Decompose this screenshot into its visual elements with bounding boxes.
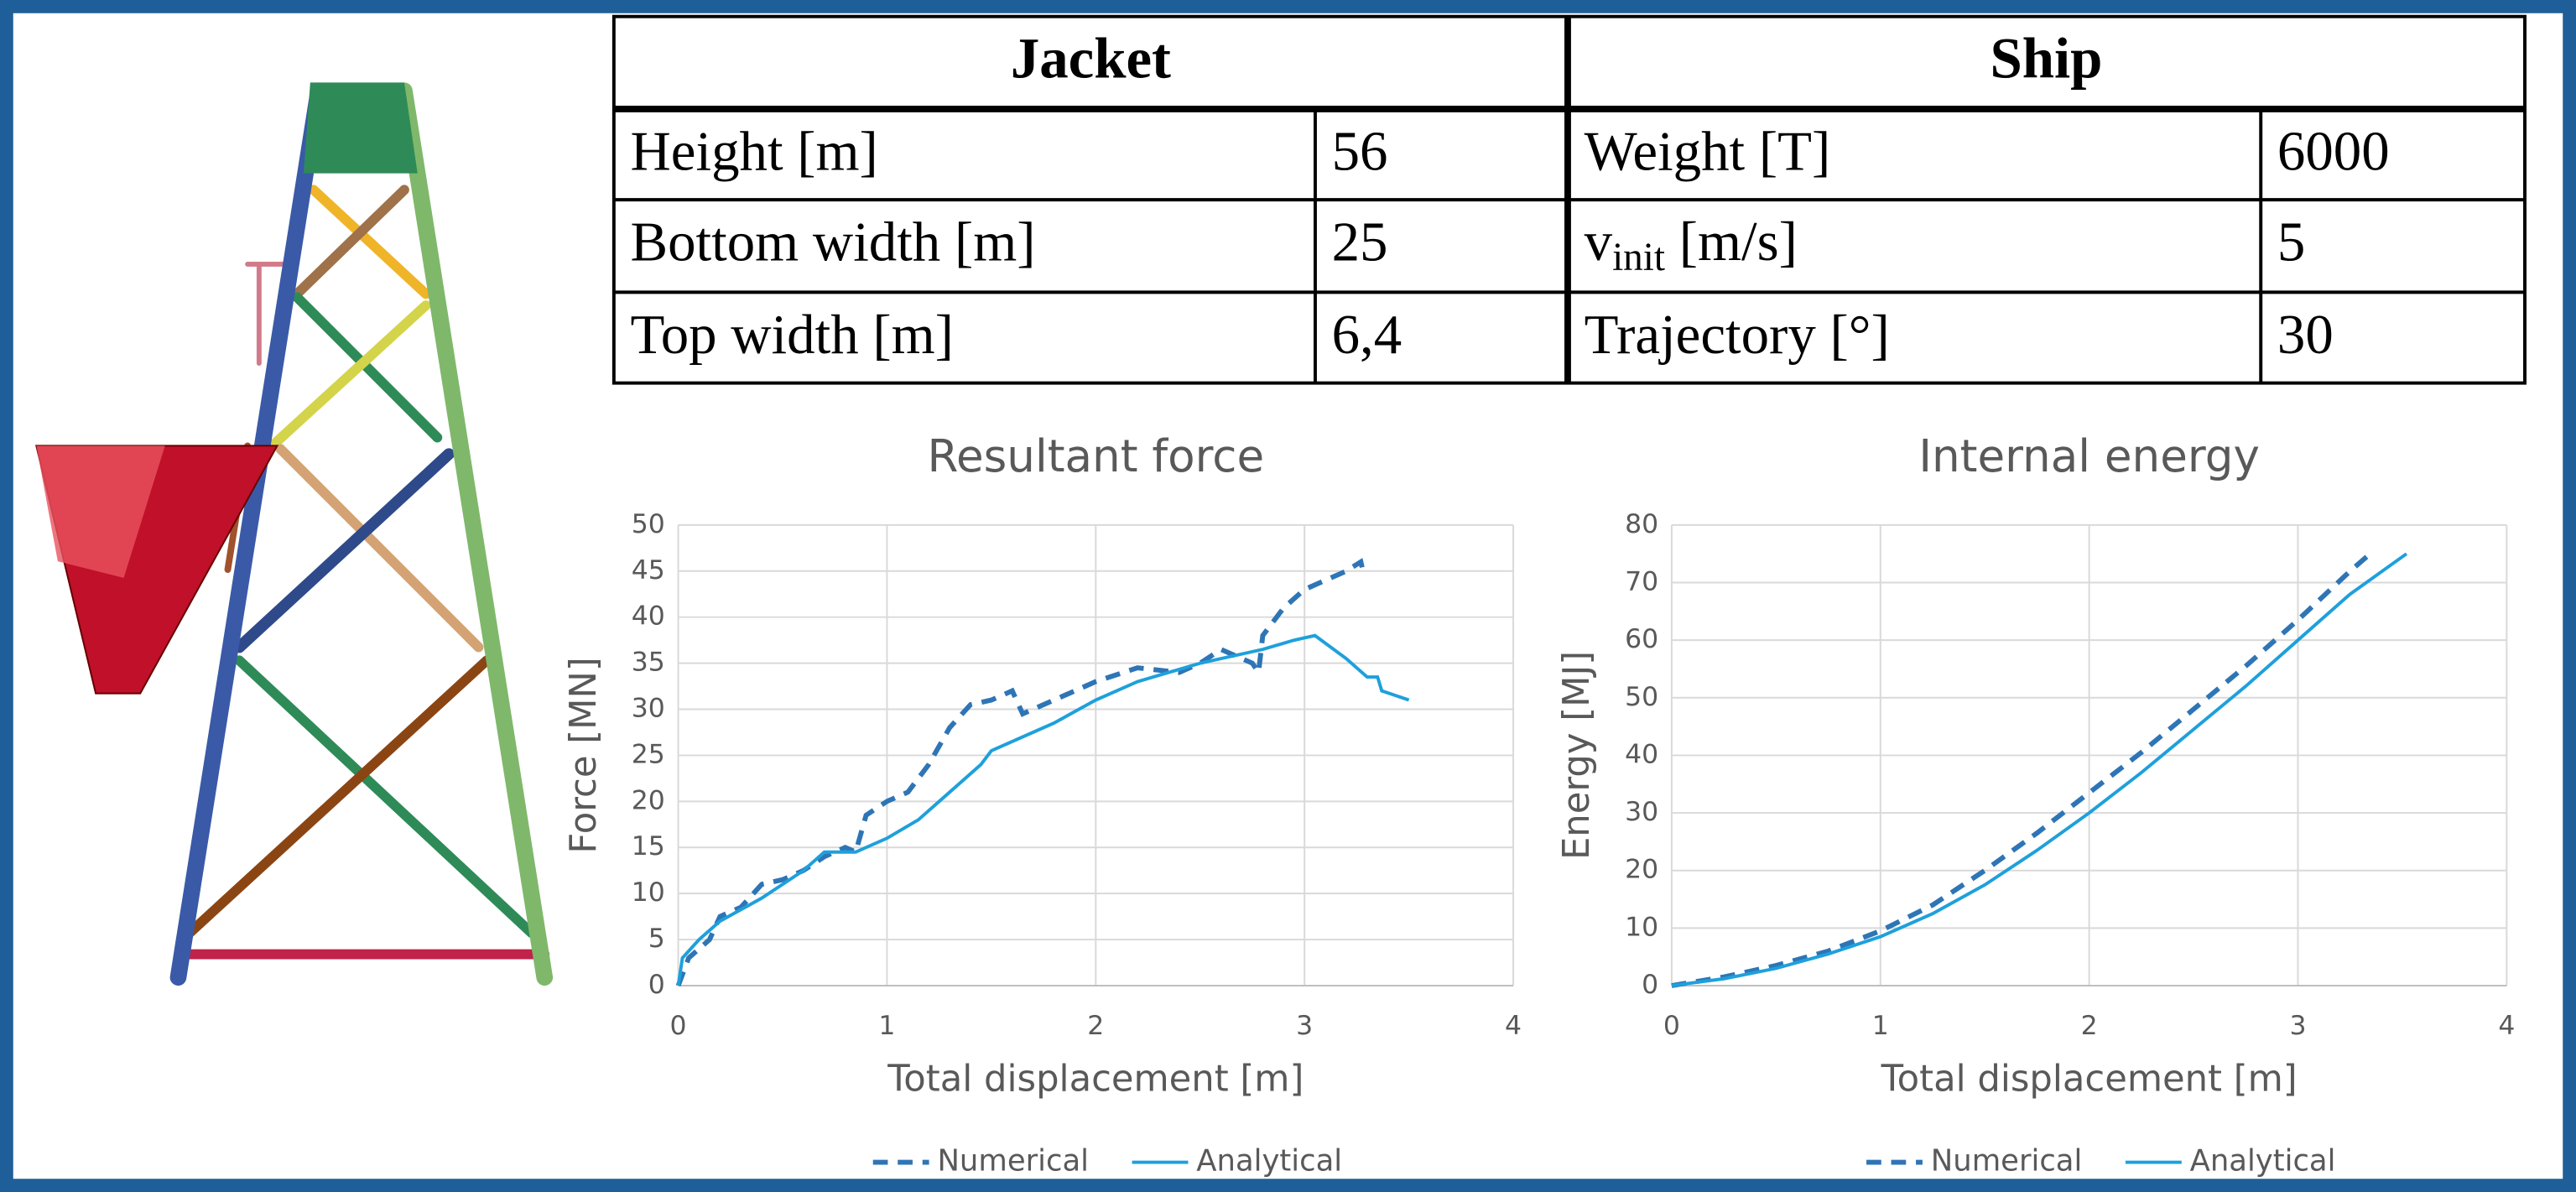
figure: Jacket Ship Height [m] 56 Weight [T] 600… bbox=[0, 0, 2576, 1192]
y-tick-label: 60 bbox=[1625, 624, 1658, 654]
unit: [m/s] bbox=[1665, 211, 1798, 273]
legend-label: Analytical bbox=[2190, 1144, 2336, 1179]
table-cell: Top width [m] bbox=[631, 304, 954, 366]
y-tick-label: 80 bbox=[1625, 509, 1658, 539]
x-tick-label: 0 bbox=[1663, 1011, 1680, 1041]
x-tick-label: 0 bbox=[670, 1011, 687, 1041]
y-tick-label: 30 bbox=[1625, 797, 1658, 827]
y-axis-label: Energy [MJ] bbox=[1556, 651, 1598, 860]
table-cell: Height [m] bbox=[631, 120, 878, 182]
legend-label: Analytical bbox=[1196, 1144, 1342, 1179]
y-tick-label: 25 bbox=[632, 739, 665, 769]
y-tick-label: 50 bbox=[1625, 682, 1658, 712]
table-cell: 6000 bbox=[2277, 120, 2390, 182]
x-tick-label: 1 bbox=[1872, 1011, 1889, 1041]
x-tick-label: 2 bbox=[1087, 1011, 1104, 1041]
y-tick-label: 15 bbox=[632, 831, 665, 861]
table-cell: 6,4 bbox=[1332, 304, 1402, 366]
chart-title: Resultant force bbox=[927, 430, 1264, 482]
x-tick-label: 1 bbox=[878, 1011, 895, 1041]
x-tick-label: 3 bbox=[1296, 1011, 1313, 1041]
y-tick-label: 40 bbox=[1625, 739, 1658, 769]
y-tick-label: 35 bbox=[632, 648, 665, 678]
table-cell: 5 bbox=[2277, 211, 2305, 273]
legend-label: Numerical bbox=[937, 1144, 1089, 1179]
x-tick-label: 4 bbox=[1505, 1011, 1522, 1041]
x-tick-label: 3 bbox=[2289, 1011, 2306, 1041]
page: {"table":{"headers":["Jacket","Ship"], "… bbox=[0, 0, 2576, 1192]
x-axis-label: Total displacement [m] bbox=[887, 1059, 1304, 1101]
symbol: v bbox=[1585, 211, 1613, 273]
y-tick-label: 50 bbox=[632, 509, 665, 539]
y-tick-label: 10 bbox=[632, 877, 665, 908]
y-tick-label: 20 bbox=[1625, 855, 1658, 885]
table-header: Ship bbox=[1990, 27, 2102, 91]
y-tick-label: 5 bbox=[648, 924, 665, 954]
x-tick-label: 4 bbox=[2498, 1011, 2515, 1041]
y-tick-label: 20 bbox=[632, 785, 665, 815]
y-tick-label: 40 bbox=[632, 601, 665, 632]
subscript: init bbox=[1612, 236, 1665, 279]
table-cell: 25 bbox=[1332, 211, 1388, 273]
legend-label: Numerical bbox=[1931, 1144, 2083, 1179]
y-tick-label: 30 bbox=[632, 694, 665, 724]
y-axis-label: Force [MN] bbox=[563, 657, 605, 853]
y-tick-label: 45 bbox=[632, 555, 665, 586]
y-tick-label: 10 bbox=[1625, 912, 1658, 942]
x-axis-label: Total displacement [m] bbox=[1881, 1059, 2298, 1101]
table-cell: Bottom width [m] bbox=[631, 211, 1036, 273]
table-header: Jacket bbox=[1011, 27, 1171, 91]
table-cell: Trajectory [°] bbox=[1585, 304, 1890, 366]
chart-title: Internal energy bbox=[1918, 430, 2260, 482]
table-cell: 56 bbox=[1332, 120, 1388, 182]
frame bbox=[7, 7, 2569, 1185]
y-tick-label: 70 bbox=[1625, 567, 1658, 597]
table-cell: 30 bbox=[2277, 304, 2334, 366]
y-tick-label: 0 bbox=[648, 970, 665, 1000]
table-cell: Weight [T] bbox=[1585, 120, 1831, 182]
x-tick-label: 2 bbox=[2081, 1011, 2098, 1041]
y-tick-label: 0 bbox=[1642, 970, 1658, 1000]
